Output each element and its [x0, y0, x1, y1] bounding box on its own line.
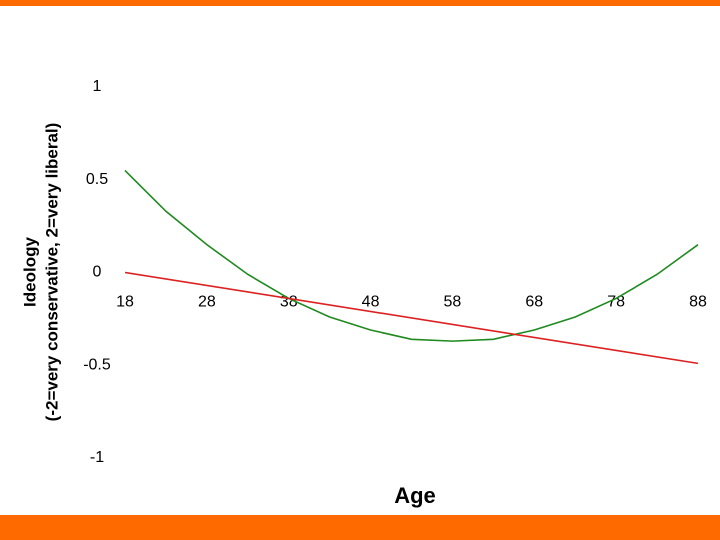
y-tick-label: -1 [90, 449, 104, 466]
x-tick-label: 48 [362, 294, 380, 311]
y-tick-label: 0 [93, 264, 102, 281]
top-bar [0, 0, 720, 6]
y-axis-title: Ideology [20, 237, 39, 307]
y-axis-title: (-2=very conservative, 2=very liberal) [42, 123, 61, 422]
x-tick-label: 28 [198, 294, 216, 311]
x-axis-title: Age [394, 483, 436, 508]
x-tick-label: 38 [280, 294, 298, 311]
y-tick-label: -0.5 [83, 356, 111, 373]
x-tick-label: 88 [689, 294, 707, 311]
x-tick-label: 18 [116, 294, 134, 311]
x-tick-label: 68 [525, 294, 543, 311]
bottom-bar [0, 515, 720, 540]
series-line [124, 169, 699, 342]
series-line [124, 271, 699, 365]
y-tick-label: 0.5 [86, 171, 108, 188]
y-tick-label: 1 [93, 78, 102, 95]
y-axis-title-group: Ideology (-2=very conservative, 2=very l… [20, 123, 61, 422]
x-tick-label: 58 [444, 294, 462, 311]
x-tick-label: 78 [607, 294, 625, 311]
